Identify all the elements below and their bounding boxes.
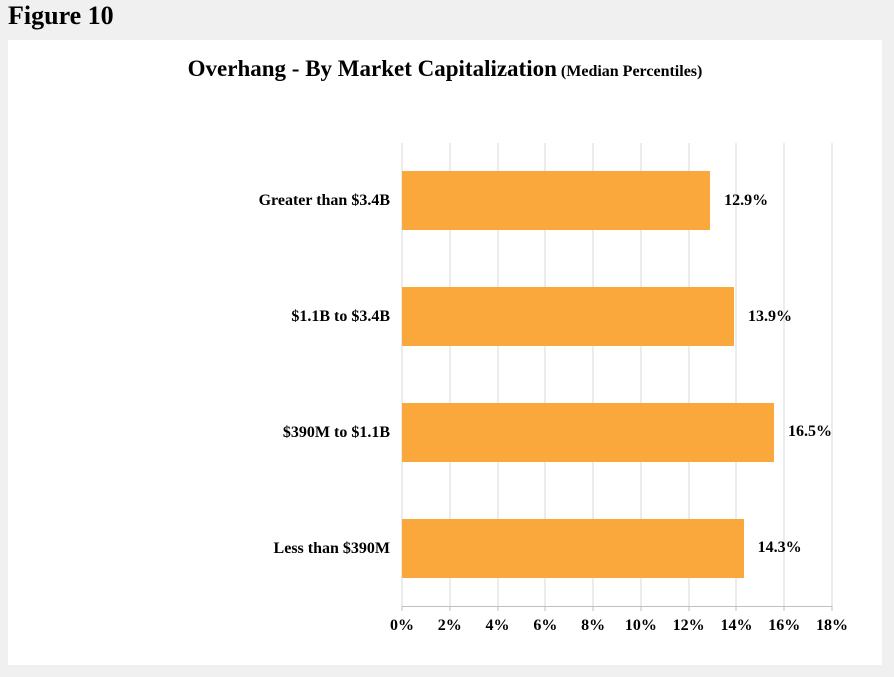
category-label: Less than $390M: [273, 540, 390, 557]
x-tick-label: 6%: [533, 617, 558, 634]
x-tick-label: 12%: [672, 617, 705, 634]
bar: [402, 402, 774, 462]
axis-tick: [449, 606, 451, 611]
gridline: [497, 143, 499, 606]
gridline: [783, 143, 785, 606]
x-tick-label: 2%: [437, 617, 462, 634]
gridline: [735, 143, 737, 606]
x-tick-label: 8%: [581, 617, 606, 634]
x-axis-labels: 0% 2% 4% 6% 8% 10% 12% 14% 16% 18%: [390, 617, 848, 639]
chart-title: Overhang - By Market Capitalization (Med…: [8, 56, 882, 82]
bar: [402, 287, 735, 347]
category-label: $390M to $1.1B: [282, 424, 390, 441]
bar-row: 13.9%: [402, 259, 832, 375]
gridline: [449, 143, 451, 606]
x-tick-label: 0%: [390, 617, 414, 634]
axis-tick: [592, 606, 594, 611]
axis-tick: [735, 606, 737, 611]
x-tick-label: 16%: [768, 617, 801, 634]
chart-title-main: Overhang - By Market Capitalization: [187, 56, 557, 81]
axis-tick: [544, 606, 546, 611]
value-label: 14.3%: [757, 539, 802, 557]
axis-tick: [640, 606, 642, 611]
axis-tick: [497, 606, 499, 611]
category-axis: Greater than $3.4B $1.1B to $3.4B $390M to…: [8, 143, 390, 607]
gridline: [831, 143, 833, 606]
figure-label: Figure 10: [8, 1, 114, 30]
x-tick-label: 18%: [816, 617, 848, 634]
bar-row: 14.3%: [402, 490, 832, 606]
axis-tick: [783, 606, 785, 611]
gridline: [401, 143, 403, 606]
value-label: 13.9%: [748, 307, 793, 325]
x-tick-label: 10%: [624, 617, 657, 634]
gridline: [544, 143, 546, 606]
category-label: Greater than $3.4B: [258, 192, 390, 209]
axis-tick: [831, 606, 833, 611]
value-label: 16.5%: [788, 423, 832, 441]
plot-area: 12.9% 13.9% 16.5% 14.3%: [401, 143, 833, 611]
category-label: $1.1B to $3.4B: [291, 308, 390, 325]
bar: [402, 171, 711, 231]
gridline: [688, 143, 690, 606]
value-label: 12.9%: [724, 191, 769, 209]
gridline: [640, 143, 642, 606]
axis-tick: [401, 606, 403, 611]
bar-row: 12.9%: [402, 143, 832, 259]
bar-row: 16.5%: [402, 375, 832, 491]
axis-tick: [688, 606, 690, 611]
bar: [402, 518, 744, 578]
gridline: [592, 143, 594, 606]
x-tick-label: 4%: [485, 617, 510, 634]
x-tick-label: 14%: [720, 617, 753, 634]
chart-title-sub: (Median Percentiles): [560, 63, 703, 80]
chart-card: Overhang - By Market Capitalization (Med…: [8, 40, 882, 665]
